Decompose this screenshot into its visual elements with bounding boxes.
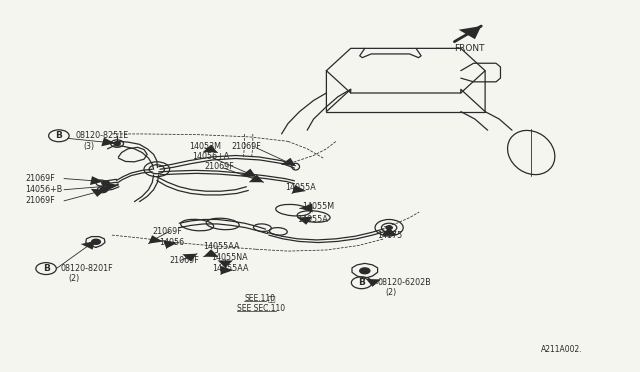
Polygon shape (163, 240, 177, 248)
Text: 14875: 14875 (378, 231, 403, 240)
Circle shape (386, 226, 392, 230)
Text: 14055M: 14055M (302, 202, 334, 211)
Text: 21069F: 21069F (152, 227, 182, 236)
Text: 21069F: 21069F (205, 162, 234, 171)
Text: 参照: 参照 (268, 295, 276, 302)
Polygon shape (292, 185, 306, 193)
Text: 14056: 14056 (159, 238, 184, 247)
Polygon shape (459, 26, 481, 39)
Text: SEE.110: SEE.110 (244, 294, 275, 303)
Text: 14055A: 14055A (298, 215, 328, 224)
Polygon shape (281, 158, 296, 166)
Text: 14056+B: 14056+B (26, 185, 63, 194)
Text: 21069F: 21069F (26, 174, 55, 183)
Polygon shape (381, 228, 397, 235)
Polygon shape (300, 203, 313, 212)
Text: B: B (43, 264, 49, 273)
Text: 08120-8201F: 08120-8201F (61, 264, 113, 273)
Text: 08120-6202B: 08120-6202B (378, 278, 431, 287)
Text: SEE SEC.110: SEE SEC.110 (237, 304, 285, 312)
Polygon shape (91, 189, 106, 197)
Text: 21069F: 21069F (170, 256, 199, 265)
Text: (2): (2) (68, 274, 80, 283)
Polygon shape (90, 176, 104, 185)
Circle shape (114, 142, 120, 145)
Polygon shape (220, 266, 234, 275)
Text: B: B (358, 278, 365, 287)
Polygon shape (182, 254, 197, 262)
Polygon shape (81, 241, 95, 250)
Text: 08120-8251E: 08120-8251E (76, 131, 129, 140)
Circle shape (102, 181, 109, 185)
Text: 14056+A: 14056+A (192, 152, 229, 161)
Text: FRONT: FRONT (454, 44, 485, 53)
Text: 14055NA: 14055NA (211, 253, 248, 262)
Polygon shape (366, 279, 381, 287)
Text: 14055AA: 14055AA (212, 264, 249, 273)
Text: 14055A: 14055A (285, 183, 316, 192)
Text: 21069F: 21069F (26, 196, 55, 205)
Polygon shape (249, 174, 264, 182)
Polygon shape (203, 145, 218, 153)
Polygon shape (148, 235, 163, 244)
Text: 14055AA: 14055AA (204, 242, 240, 251)
Text: 21069F: 21069F (232, 142, 261, 151)
Polygon shape (218, 260, 233, 268)
Text: 14053M: 14053M (189, 142, 221, 151)
Polygon shape (105, 182, 118, 191)
Polygon shape (101, 138, 115, 146)
Text: B: B (56, 131, 62, 140)
Polygon shape (298, 217, 312, 225)
Circle shape (360, 268, 370, 274)
Text: (2): (2) (385, 288, 397, 297)
Circle shape (92, 239, 100, 244)
Text: A211A002.: A211A002. (541, 345, 582, 354)
Circle shape (100, 187, 108, 192)
Text: (3): (3) (83, 142, 94, 151)
Polygon shape (204, 249, 218, 257)
Polygon shape (241, 169, 256, 177)
